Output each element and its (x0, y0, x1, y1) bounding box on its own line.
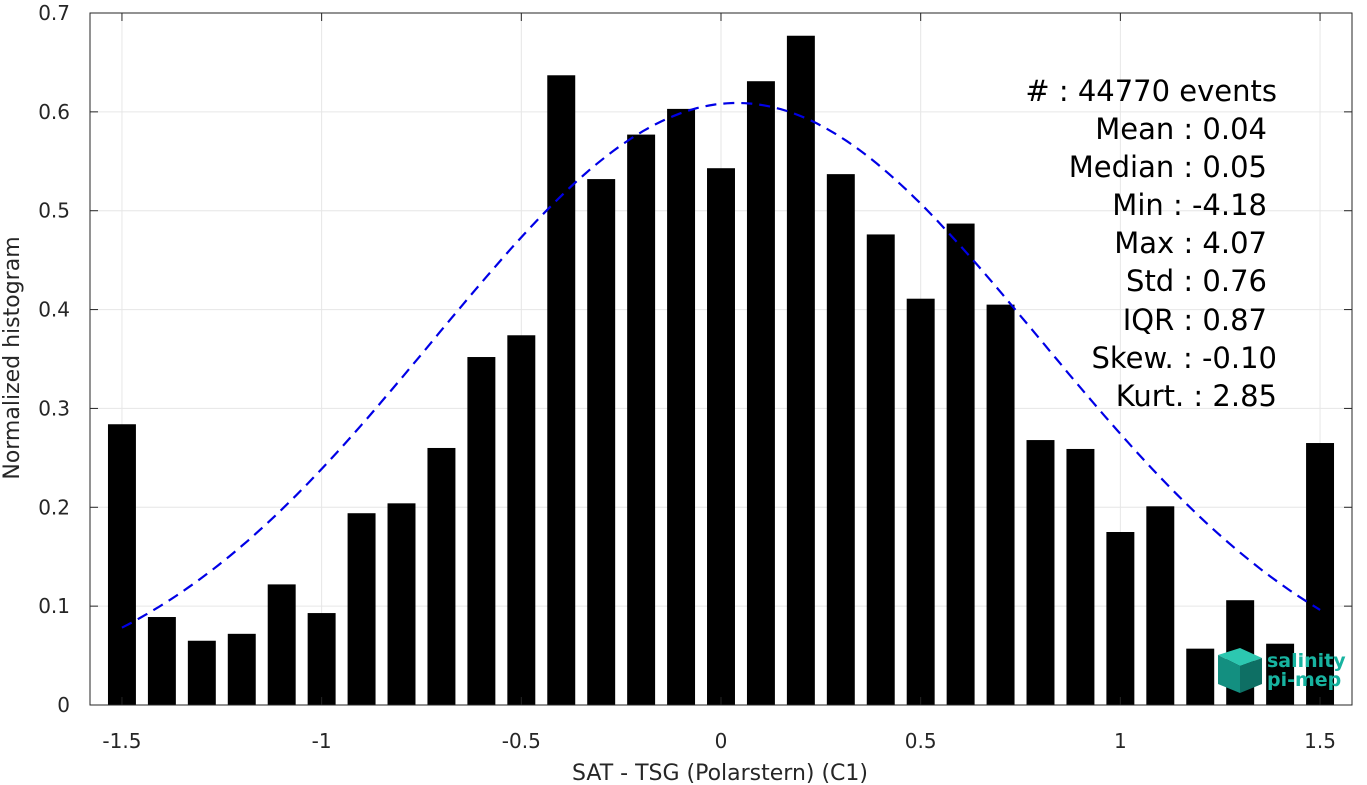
histogram-bar (467, 357, 496, 705)
histogram-bar (307, 613, 336, 705)
x-tick-label: 1 (1114, 729, 1127, 753)
histogram-bar (826, 174, 855, 705)
histogram-bar (187, 640, 216, 705)
histogram-bar (507, 335, 536, 705)
histogram-bar (1186, 648, 1215, 705)
y-tick-label: 0 (57, 693, 70, 717)
histogram-bar (387, 503, 416, 705)
histogram-bar (1306, 443, 1335, 705)
logo-text-pimep: pi-mep (1267, 669, 1341, 691)
stats-iqr: IQR : 0.87 (1123, 303, 1267, 337)
histogram-bar (986, 304, 1015, 705)
y-tick-label: 0.2 (38, 495, 70, 519)
stats-kurt: Kurt. : 2.85 (1116, 379, 1277, 413)
histogram-bar (427, 447, 456, 705)
histogram-bar (746, 81, 775, 705)
x-axis-ticks: -1.5 -1 -0.5 0 0.5 1 1.5 (102, 13, 1336, 753)
logo-text-salinity: salinity (1267, 650, 1346, 672)
histogram-bar (587, 179, 616, 705)
y-tick-label: 0.6 (38, 100, 70, 124)
histogram-bar (1266, 643, 1295, 705)
stats-annotation: # : 44770 events Mean : 0.04 Median : 0.… (1025, 74, 1277, 413)
histogram-bar (1146, 506, 1175, 705)
stats-mean: Mean : 0.04 (1095, 112, 1267, 146)
stats-std: Std : 0.76 (1126, 264, 1267, 298)
histogram-bar (786, 35, 815, 706)
stats-skew: Skew. : -0.10 (1091, 341, 1277, 375)
histogram-bar (107, 424, 136, 705)
histogram-bar (946, 223, 975, 705)
x-tick-label: 1.5 (1304, 729, 1336, 753)
histogram-bar (1066, 448, 1095, 705)
y-axis-label: Normalized histogram (0, 236, 25, 479)
histogram-bar (707, 168, 735, 706)
y-tick-label: 0.7 (38, 1, 70, 25)
x-tick-label: -1 (312, 729, 332, 753)
x-tick-label: -0.5 (502, 729, 541, 753)
histogram-bar (667, 108, 696, 706)
y-tick-label: 0.5 (38, 199, 70, 223)
histogram-bar (547, 75, 576, 705)
histogram-bar (1106, 532, 1135, 705)
histogram-bar (906, 298, 935, 705)
gaussian-fit-line (121, 101, 1321, 629)
logo-cube-icon (1218, 648, 1262, 693)
x-tick-label: 0.5 (905, 729, 937, 753)
stats-median: Median : 0.05 (1069, 150, 1267, 184)
y-tick-label: 0.4 (38, 298, 70, 322)
x-axis-label: SAT - TSG (Polarstern) (C1) (572, 761, 868, 785)
histogram-bar (147, 617, 176, 705)
histogram-bar (227, 633, 256, 705)
histogram-bar (627, 134, 656, 705)
x-tick-label: -1.5 (102, 729, 141, 753)
salinity-pimep-logo: salinity pi-mep (1218, 648, 1346, 693)
stats-max: Max : 4.07 (1114, 226, 1267, 260)
histogram-bar (1026, 440, 1055, 705)
histogram-bars (107, 35, 1335, 706)
y-tick-label: 0.3 (38, 396, 70, 420)
histogram-bar (267, 584, 296, 705)
stats-events: # : 44770 events (1025, 74, 1277, 108)
histogram-bar (866, 234, 895, 705)
x-tick-label: 0 (715, 729, 728, 753)
stats-min: Min : -4.18 (1112, 188, 1267, 222)
y-tick-label: 0.1 (38, 594, 70, 618)
y-axis-ticks: 0 0.1 0.2 0.3 0.4 0.5 0.6 0.7 (38, 1, 1352, 717)
histogram-bar (347, 513, 376, 705)
